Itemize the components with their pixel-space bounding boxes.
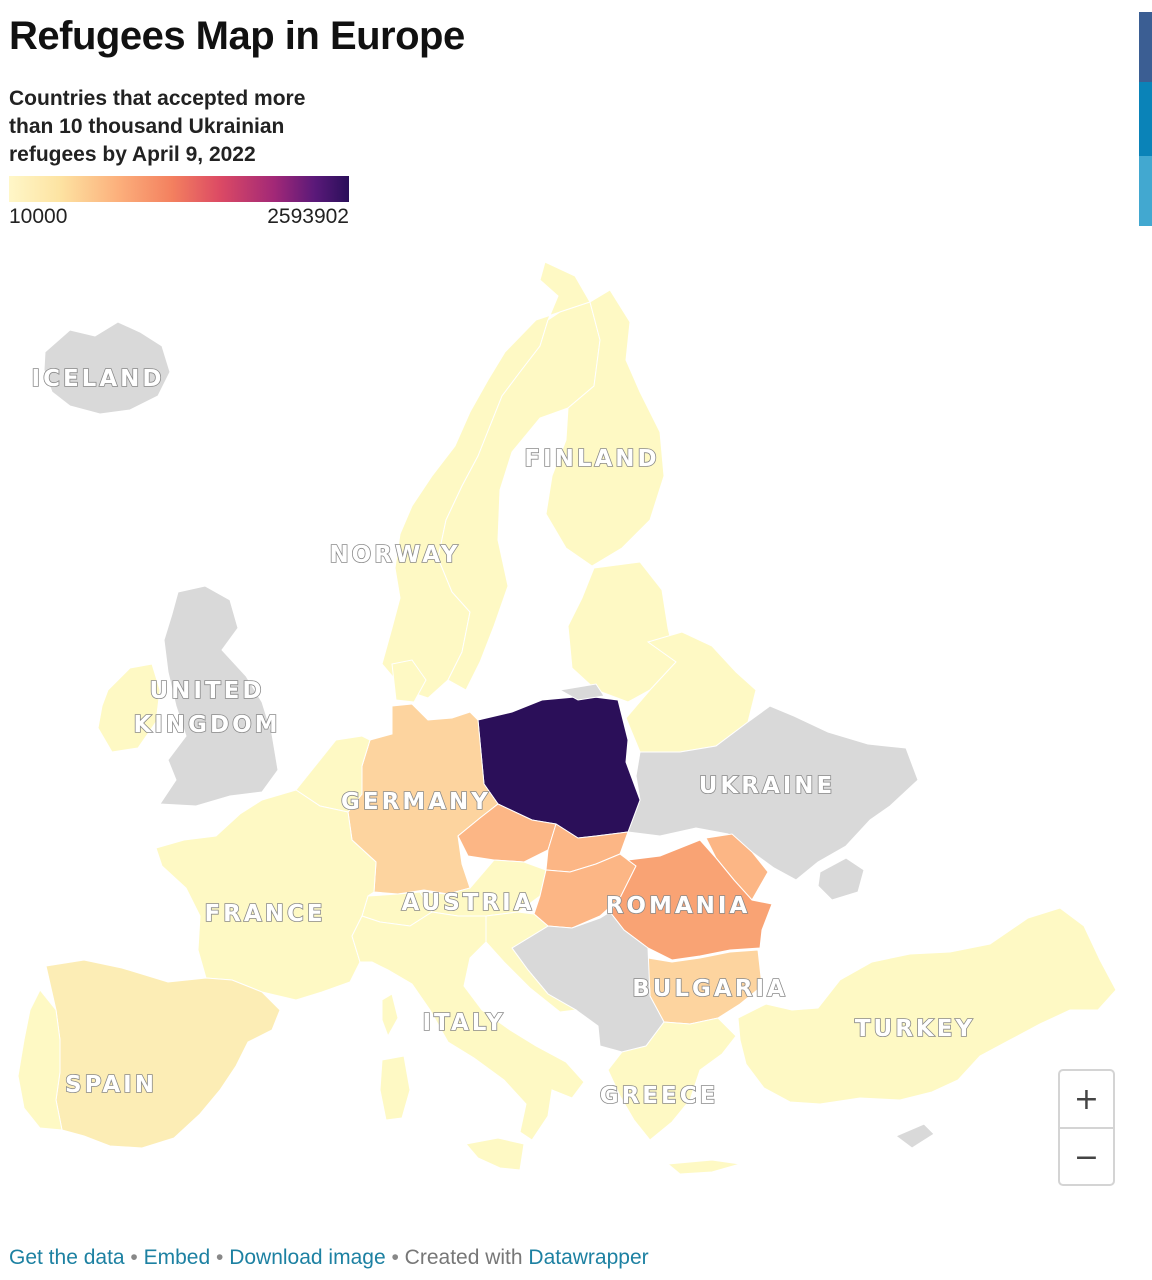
europe-map[interactable]: ICELAND FINLAND NORWAY UNITED KINGDOM GE…: [0, 240, 1140, 1200]
zoom-control: + −: [1058, 1069, 1115, 1186]
color-legend: 10000 2593902: [9, 176, 349, 229]
legend-gradient-bar: [9, 176, 349, 202]
created-with-text: Created with: [404, 1246, 523, 1269]
page-subtitle: Countries that accepted more than 10 tho…: [9, 87, 306, 166]
legend-max-label: 2593902: [267, 205, 349, 228]
country-benelux[interactable]: [295, 735, 371, 813]
label-turkey: TURKEY: [855, 1016, 975, 1042]
label-ukraine: UKRAINE: [699, 773, 836, 799]
label-iceland: ICELAND: [32, 366, 165, 392]
country-turkey[interactable]: [737, 907, 1117, 1105]
country-united-kingdom[interactable]: [159, 585, 279, 807]
label-united-kingdom-line2: KINGDOM: [133, 712, 280, 738]
country-ireland[interactable]: [97, 663, 161, 753]
label-bulgaria: BULGARIA: [632, 976, 788, 1002]
label-greece: GREECE: [600, 1083, 719, 1109]
island-corsica[interactable]: [381, 993, 399, 1038]
zoom-in-button[interactable]: +: [1073, 1081, 1100, 1117]
country-greece[interactable]: [607, 1017, 737, 1141]
country-cyprus[interactable]: [895, 1123, 935, 1149]
region-kaliningrad[interactable]: [558, 683, 605, 701]
country-denmark[interactable]: [391, 659, 427, 703]
datawrapper-link[interactable]: Datawrapper: [528, 1246, 649, 1269]
country-romania[interactable]: [609, 839, 773, 961]
label-italy: ITALY: [423, 1010, 506, 1036]
island-sicily[interactable]: [465, 1137, 525, 1171]
country-portugal[interactable]: [17, 989, 63, 1131]
label-romania: ROMANIA: [606, 893, 751, 919]
footer-separator: •: [124, 1246, 144, 1269]
label-finland: FINLAND: [524, 446, 659, 472]
country-iceland[interactable]: [43, 321, 171, 415]
zoom-out-button[interactable]: −: [1073, 1139, 1100, 1175]
country-finland[interactable]: [545, 289, 665, 567]
page-title: Refugees Map in Europe: [9, 14, 465, 58]
get-the-data-link[interactable]: Get the data: [9, 1246, 125, 1269]
footer-separator: •: [210, 1246, 230, 1269]
edge-color-tabs: [1139, 12, 1152, 226]
country-spain[interactable]: [45, 959, 281, 1149]
download-image-link[interactable]: Download image: [229, 1246, 386, 1269]
region-crimea[interactable]: [817, 857, 865, 901]
country-france[interactable]: [155, 789, 377, 1001]
label-france: FRANCE: [204, 901, 325, 927]
zoom-divider: [1060, 1127, 1113, 1129]
edge-tab: [1139, 82, 1152, 156]
country-croatia-slovenia[interactable]: [485, 911, 578, 1013]
label-spain: SPAIN: [65, 1072, 157, 1098]
edge-tab: [1139, 156, 1152, 226]
country-baltics[interactable]: [567, 561, 677, 703]
legend-min-label: 10000: [9, 205, 68, 228]
edge-tab: [1139, 12, 1152, 82]
embed-link[interactable]: Embed: [143, 1246, 211, 1269]
country-ukraine[interactable]: [627, 705, 919, 881]
label-austria: AUSTRIA: [401, 890, 534, 916]
label-germany: GERMANY: [341, 789, 491, 815]
island-sardinia[interactable]: [379, 1055, 411, 1121]
island-crete[interactable]: [666, 1159, 741, 1175]
country-italy[interactable]: [351, 911, 585, 1141]
label-norway: NORWAY: [329, 542, 460, 568]
label-united-kingdom-line1: UNITED: [150, 678, 265, 704]
country-hungary[interactable]: [533, 853, 637, 929]
footer: Get the data • Embed • Download image • …: [9, 1246, 649, 1270]
footer-separator: •: [385, 1246, 405, 1269]
